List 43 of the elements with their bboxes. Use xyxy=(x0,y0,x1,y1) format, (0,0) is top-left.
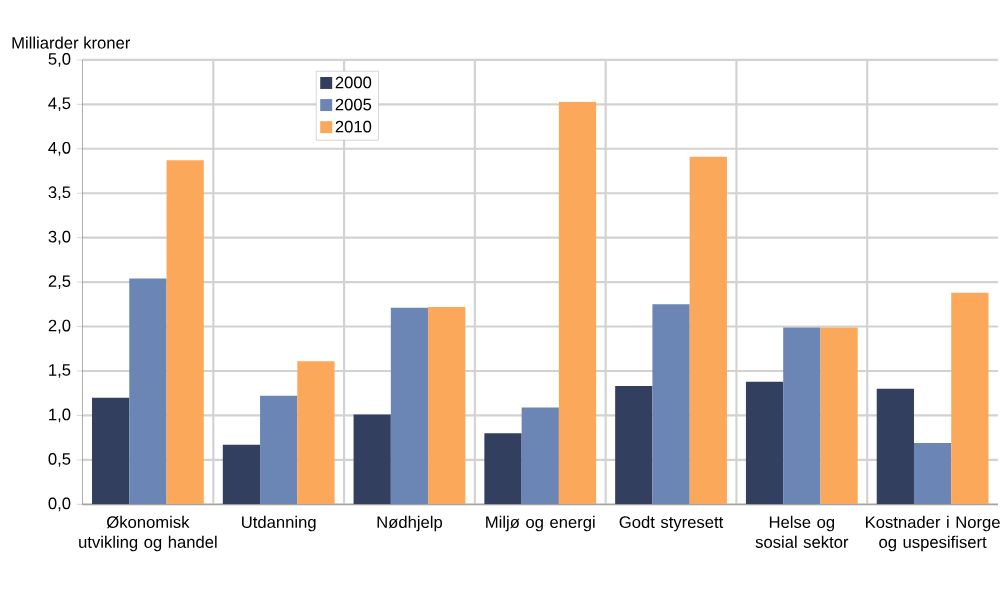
y-tick-label: 0,0 xyxy=(48,497,71,512)
y-tick-label: 3,0 xyxy=(48,230,71,245)
bar xyxy=(652,304,690,505)
y-tick-label: 2,0 xyxy=(48,319,71,334)
y-tick-label: 1,5 xyxy=(49,364,71,378)
bar xyxy=(390,307,429,505)
y-tick-label: 5,0 xyxy=(48,52,71,67)
bar xyxy=(951,292,989,505)
legend-label: 2000 xyxy=(335,76,372,89)
bar xyxy=(260,395,298,505)
y-tick-label: 1,0 xyxy=(49,408,71,423)
x-tick-label: Kostnader i Norge og uspesifisert xyxy=(866,515,1000,552)
bar xyxy=(783,327,821,505)
x-tick-label: Økonomisk utvikling og handel xyxy=(79,515,217,552)
bar xyxy=(521,407,559,505)
y-tick-label: 4,0 xyxy=(48,141,71,156)
bar xyxy=(484,433,522,505)
bar xyxy=(222,444,261,505)
bar xyxy=(615,386,653,505)
legend-label: 2010 xyxy=(335,120,372,133)
bar xyxy=(558,101,597,505)
bar xyxy=(353,414,391,505)
x-tick-label: Utdanning xyxy=(242,515,316,532)
y-tick-label: 4,5 xyxy=(48,97,71,112)
bar xyxy=(820,327,858,505)
bar xyxy=(428,306,466,505)
legend-label: 2005 xyxy=(335,98,372,111)
y-tick-label: 2,5 xyxy=(48,275,71,289)
bar xyxy=(297,361,335,505)
y-tick-label: 3,5 xyxy=(48,186,71,201)
bar xyxy=(689,156,727,505)
bar xyxy=(876,388,914,505)
bar xyxy=(92,397,130,505)
y-tick-label: 0,5 xyxy=(48,452,71,467)
x-tick-label: Miljø og energi xyxy=(486,515,595,532)
y-axis-title: Milliarder kroner xyxy=(12,36,131,49)
x-tick-label: Nødhjelp xyxy=(377,515,443,532)
bar xyxy=(745,381,784,505)
x-tick-label: Helse og sosial sektor xyxy=(755,515,849,548)
x-tick-label: Godt styresett xyxy=(619,515,724,532)
bar xyxy=(129,278,167,505)
bar xyxy=(166,160,204,505)
bar xyxy=(913,442,952,505)
